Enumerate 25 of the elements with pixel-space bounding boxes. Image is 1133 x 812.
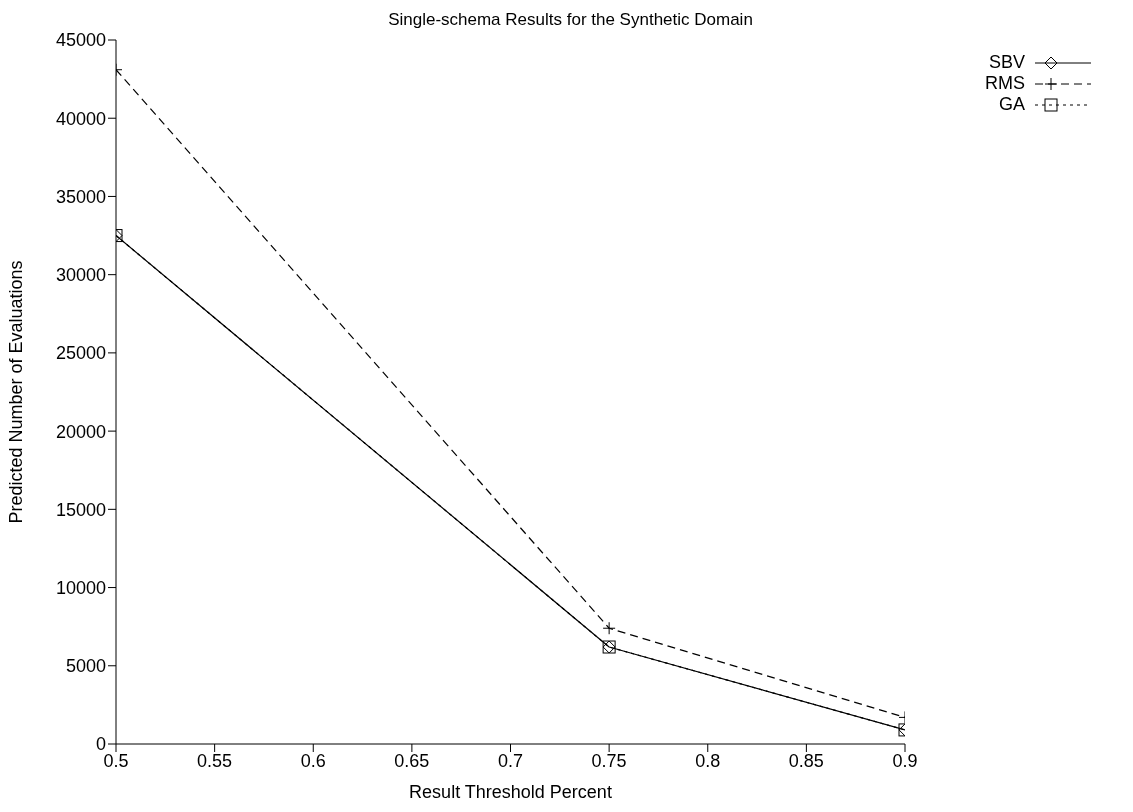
x-tick-label: 0.5 [103,750,129,771]
y-tick-label: 45000 [55,30,106,51]
x-tick-label: 0.8 [695,750,721,771]
legend-label: SBV [988,52,1025,73]
x-tick-label: 0.75 [591,750,627,771]
y-tick-label: 35000 [55,186,106,207]
x-tick-label: 0.85 [788,750,824,771]
legend-label: RMS [985,73,1025,94]
y-tick-label: 30000 [55,265,106,286]
x-tick-label: 0.65 [394,750,430,771]
legend-label: GA [998,94,1025,115]
x-tick-label: 0.9 [892,750,918,771]
y-tick-label: 15000 [55,499,106,520]
y-tick-label: 0 [95,734,106,755]
x-axis-title: Result Threshold Percent [409,782,612,802]
y-tick-label: 25000 [55,343,106,364]
y-axis-title: Predicted Number of Evaluations [6,260,27,524]
x-tick-label: 0.6 [300,750,326,771]
y-tick-label: 20000 [55,421,106,442]
x-tick-label: 0.55 [197,750,233,771]
x-tick-label: 0.7 [497,750,524,771]
y-tick-label: 10000 [55,577,106,598]
chart-title: Single-schema Results for the Synthetic Domain [387,10,754,30]
y-tick-label: 40000 [55,108,106,129]
y-tick-label: 5000 [65,656,106,677]
